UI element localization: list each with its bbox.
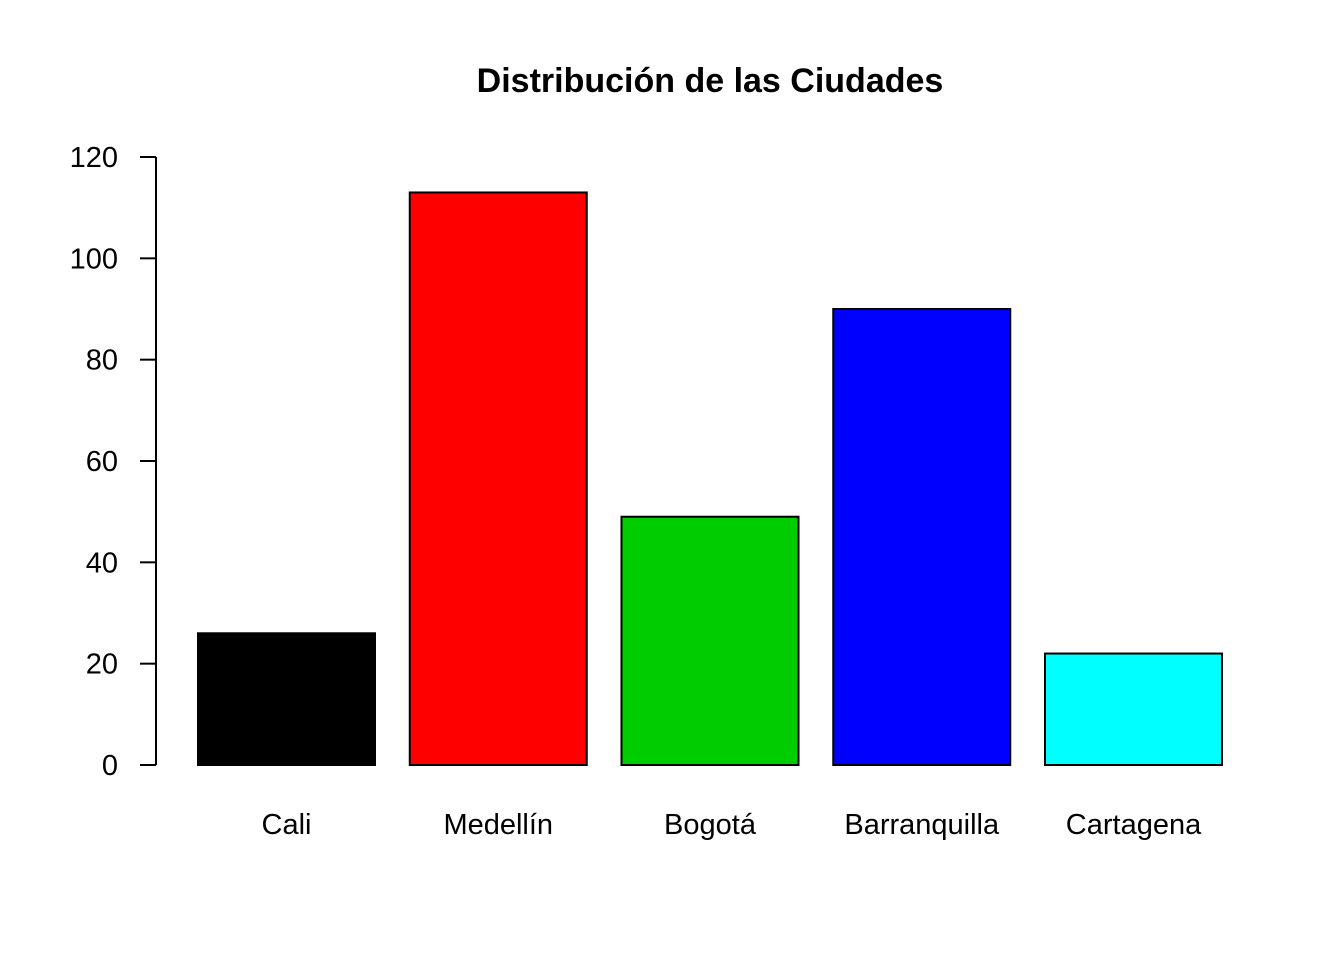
- x-category-label: Barranquilla: [844, 809, 1000, 841]
- x-axis-labels: Cali Medellín Bogotá Barranquilla Cartagena: [262, 809, 1203, 841]
- y-tick-label: 40: [86, 547, 118, 579]
- y-tick-label: 100: [70, 243, 118, 275]
- bar-2: [620, 515, 800, 766]
- x-category-label: Medellín: [443, 809, 553, 841]
- bar-0: [197, 632, 376, 766]
- bars: [197, 191, 1223, 766]
- y-tick-label: 20: [86, 649, 118, 681]
- x-category-label: Cali: [262, 809, 312, 841]
- bar-1: [408, 191, 588, 766]
- chart-title: Distribución de las Ciudades: [477, 62, 944, 100]
- y-tick-label: 60: [86, 446, 118, 478]
- y-tick-label: 0: [102, 750, 118, 782]
- y-tick-label: 80: [86, 345, 118, 377]
- x-category-label: Bogotá: [664, 809, 757, 841]
- bar-3: [832, 308, 1012, 766]
- x-category-label: Cartagena: [1066, 809, 1202, 841]
- bar-4: [1044, 652, 1223, 766]
- y-tick-label: 120: [70, 142, 118, 174]
- y-axis: 0 20 40 60 80 100 120: [70, 142, 157, 782]
